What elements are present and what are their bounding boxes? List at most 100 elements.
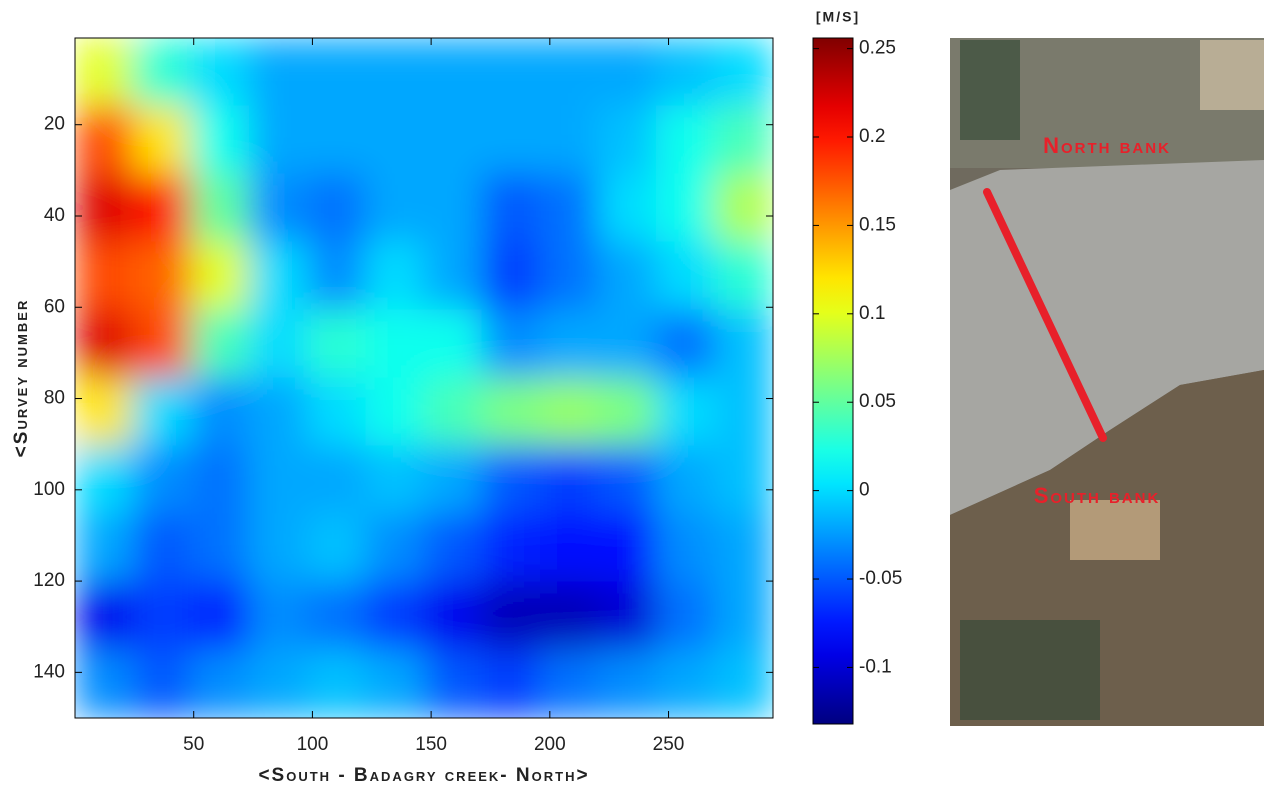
heat-cell (190, 309, 250, 379)
heat-cell (656, 581, 716, 651)
heat-cell (656, 377, 716, 447)
heat-cell (75, 581, 134, 651)
heat-cell (307, 38, 367, 107)
x-tick-label: 150 (415, 734, 447, 755)
heat-cell (75, 377, 134, 447)
heat-cell (307, 173, 367, 243)
y-tick-label: 40 (44, 205, 65, 226)
heat-cell (481, 513, 541, 583)
heat-cell (598, 513, 658, 583)
heat-cell (75, 445, 134, 515)
heat-cell (75, 309, 134, 379)
x-tick-label: 100 (297, 734, 329, 755)
y-tick-label: 100 (33, 479, 65, 500)
heat-cell (190, 38, 250, 107)
heat-cell (307, 445, 367, 515)
heat-cell (656, 105, 716, 175)
heat-cell (714, 173, 773, 243)
heat-cell (539, 649, 599, 718)
survey-line (983, 188, 1107, 442)
heat-cell (365, 38, 425, 107)
x-tick-label: 200 (534, 734, 566, 755)
heat-cell (307, 377, 367, 447)
heat-cell (481, 309, 541, 379)
heat-cell (423, 445, 483, 515)
heat-cell (132, 309, 192, 379)
heatmap (75, 38, 773, 718)
heat-cell (75, 173, 134, 243)
building (1200, 40, 1264, 110)
colorbar-tick-label: 0.05 (859, 391, 896, 412)
heat-cell (365, 309, 425, 379)
heat-cell (365, 173, 425, 243)
heat-cell (132, 581, 192, 651)
heat-cell (481, 649, 541, 718)
heat-cell (249, 38, 309, 107)
y-tick-label: 60 (44, 296, 65, 317)
clearing (1070, 500, 1160, 560)
y-tick-label: 80 (44, 388, 65, 409)
heat-cell (249, 241, 309, 311)
river (950, 160, 1264, 515)
heat-cell (656, 513, 716, 583)
vegetation (960, 620, 1100, 720)
heat-cell (190, 581, 250, 651)
heat-cell (656, 173, 716, 243)
heat-cell (190, 105, 250, 175)
heat-cell (365, 377, 425, 447)
heat-cell (598, 38, 658, 107)
heat-cell (423, 38, 483, 107)
heat-cell (365, 513, 425, 583)
heat-cell (249, 581, 309, 651)
heat-cell (365, 445, 425, 515)
heat-cell (714, 309, 773, 379)
south-bank-label: South bank (1034, 483, 1161, 508)
heat-cell (481, 445, 541, 515)
x-tick-label: 50 (183, 734, 204, 755)
heat-cell (598, 173, 658, 243)
heat-cell (656, 241, 716, 311)
heat-cell (656, 38, 716, 107)
heat-cell (423, 513, 483, 583)
heat-cell (656, 309, 716, 379)
heat-cell (714, 649, 773, 718)
heat-cell (423, 309, 483, 379)
heat-cell (75, 38, 134, 107)
heat-cell (365, 649, 425, 718)
heat-cell (423, 581, 483, 651)
heat-cell (714, 38, 773, 107)
heat-cell (132, 105, 192, 175)
heat-cell (75, 241, 134, 311)
heat-cell (481, 105, 541, 175)
heat-cell (132, 649, 192, 718)
heat-cell (714, 105, 773, 175)
heat-cell (539, 513, 599, 583)
heatmap-cells (75, 38, 773, 718)
x-tick-label: 250 (653, 734, 685, 755)
y-axis-label: <Survey number (11, 299, 32, 458)
heat-cell (132, 377, 192, 447)
satellite-image: North bank South bank (950, 38, 1264, 726)
heat-cell (307, 309, 367, 379)
heat-cell (190, 173, 250, 243)
heat-cell (307, 581, 367, 651)
colorbar-label: [M/S] (816, 9, 860, 25)
heat-cell (539, 377, 599, 447)
heat-cell (249, 445, 309, 515)
heat-cell (423, 377, 483, 447)
y-tick-label: 20 (44, 114, 65, 135)
heat-cell (132, 445, 192, 515)
heat-cell (249, 649, 309, 718)
heat-cell (190, 513, 250, 583)
colorbar (812, 37, 854, 725)
heat-cell (75, 649, 134, 718)
heat-cell (598, 241, 658, 311)
y-tick-label: 120 (33, 570, 65, 591)
heat-cell (423, 649, 483, 718)
heat-cell (714, 377, 773, 447)
colorbar-tick-label: 0.2 (859, 126, 885, 147)
heat-cell (714, 513, 773, 583)
heat-cell (598, 581, 658, 651)
heat-cell (132, 38, 192, 107)
plot-frame (74, 37, 774, 719)
